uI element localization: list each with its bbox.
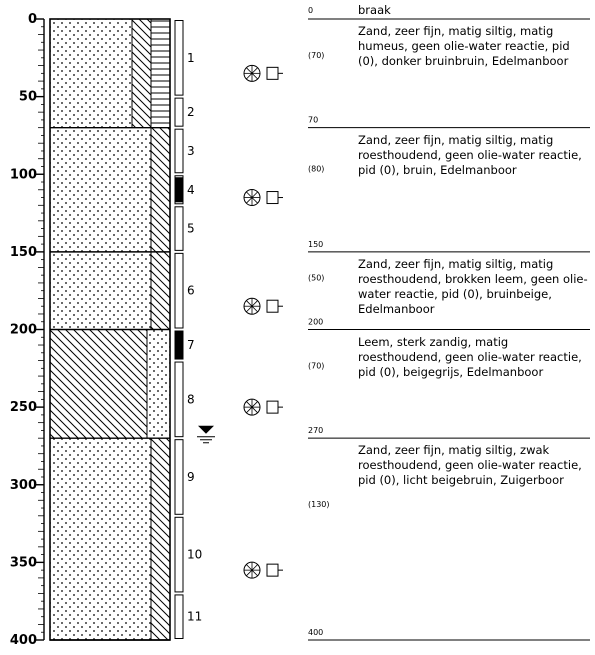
sample-label: 8: [187, 392, 195, 406]
groundwater-level: [197, 425, 215, 444]
water-triangle: [198, 425, 214, 434]
depth-top-label: 0: [308, 6, 313, 15]
icon-spoke: [246, 564, 258, 577]
thickness-label: (70): [308, 361, 324, 370]
layer-fill: [50, 329, 147, 439]
sample-label: 9: [187, 470, 195, 484]
sample-interval: [174, 20, 184, 96]
jar-icon: [266, 66, 279, 80]
sample-interval: [174, 97, 184, 127]
icon-spoke: [246, 67, 258, 80]
layer-fill: [132, 19, 151, 128]
axis-tick-label: 0: [28, 12, 37, 27]
axis-tick-label: 150: [10, 245, 37, 260]
jar-icon: [266, 299, 279, 313]
column-outline: [49, 18, 171, 641]
thickness-label: (130): [308, 500, 330, 509]
depth-top-label: 200: [308, 318, 323, 327]
layer-description: Zand, zeer fijn, matig siltig, matig hum…: [358, 24, 570, 68]
layer-fill: [147, 329, 170, 439]
sample-interval: [174, 252, 184, 329]
depth-bottom-label: 400: [308, 628, 323, 637]
sample-label: 7: [187, 338, 195, 352]
sample-label: 10: [187, 548, 202, 562]
sample-icon: [243, 398, 283, 416]
axis-tick-label: 300: [10, 478, 37, 493]
sample-icon: [243, 189, 283, 207]
sample-interval: [174, 594, 184, 639]
layer-description: Zand, zeer fijn, matig siltig, zwak roes…: [358, 443, 582, 488]
sample-label: 5: [187, 222, 195, 236]
depth-axis: 0 50 100 150 200 250 300 350 400: [10, 12, 45, 648]
sample-icons: [243, 64, 283, 579]
axis-tick-label: 50: [19, 90, 37, 105]
sample-interval: [174, 439, 184, 515]
sample-column: 1 2 3 4 5 6 7 8 9 10 11: [174, 20, 202, 639]
axis-tick-label: 250: [10, 400, 37, 415]
sample-label: 1: [187, 51, 195, 65]
sample-label: 2: [187, 105, 195, 119]
sample-icon: [243, 561, 283, 579]
layer-fill: [50, 19, 132, 128]
thickness-label: (80): [308, 164, 324, 173]
sample-icon: [243, 297, 283, 315]
axis-tick-label: 200: [10, 323, 37, 338]
depth-top-label: 70: [308, 116, 318, 125]
sample-label: 3: [187, 144, 195, 158]
layer-fill: [151, 438, 170, 640]
jar-icon: [266, 191, 279, 205]
sample-icon: [243, 64, 283, 82]
sample-marker: [175, 177, 183, 203]
icon-spoke: [246, 191, 258, 204]
layer-fill: [50, 251, 151, 330]
description-lines: 0 braak (70) 70 (80) 150 (50) 200 (70) 270 (130) 40…: [308, 3, 590, 641]
sample-interval: [174, 206, 184, 251]
depth-top-label: 270: [308, 426, 323, 435]
sample-interval: [174, 330, 184, 360]
jar-icon: [266, 400, 279, 414]
surface-label: braak: [358, 3, 391, 17]
layer-fill: [151, 19, 170, 128]
layer-description: Zand, zeer fijn, matig siltig, matig roe…: [358, 256, 588, 316]
sample-label: 11: [187, 610, 202, 624]
lithology-column: [49, 18, 171, 641]
jar-icon: [266, 563, 279, 577]
axis-tick-label: 100: [10, 167, 37, 182]
thickness-label: (50): [308, 274, 324, 283]
axis-tick-label: 350: [10, 555, 37, 570]
sample-interval: [174, 361, 184, 438]
sample-interval: [174, 128, 184, 174]
layer-description: Zand, zeer fijn, matig siltig, matig roe…: [358, 132, 582, 177]
layer-fill: [50, 438, 151, 640]
icon-spoke: [246, 300, 258, 313]
icon-spoke: [246, 401, 258, 414]
depth-top-label: 150: [308, 240, 323, 249]
sample-interval: [174, 516, 184, 593]
sample-label: 4: [187, 183, 195, 197]
thickness-label: (70): [308, 51, 324, 60]
axis-tick-label: 400: [10, 633, 37, 648]
layer-fill: [151, 251, 170, 330]
layer-fill: [151, 127, 170, 252]
sample-label: 6: [187, 284, 195, 298]
layer-description: Leem, sterk zandig, matig roesthoudend, …: [358, 334, 582, 379]
layer-fill: [50, 127, 151, 252]
